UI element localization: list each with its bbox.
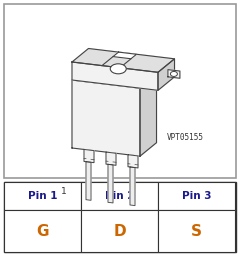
Bar (81, 182, 158, 210)
Text: Pin 2: Pin 2 (105, 191, 134, 201)
Polygon shape (106, 152, 116, 165)
Polygon shape (128, 155, 138, 168)
Bar (4, 182, 236, 252)
Ellipse shape (110, 64, 126, 74)
Text: VPT05155: VPT05155 (167, 133, 204, 143)
Text: 1: 1 (61, 187, 67, 197)
Polygon shape (168, 70, 180, 78)
Polygon shape (158, 59, 174, 90)
Text: D: D (113, 223, 126, 239)
Text: G: G (36, 223, 49, 239)
Polygon shape (140, 75, 156, 156)
Bar (158, 210, 235, 252)
Ellipse shape (170, 71, 177, 77)
Bar (4, 182, 81, 210)
Text: Pin 1: Pin 1 (28, 191, 57, 201)
Polygon shape (72, 62, 158, 90)
Polygon shape (72, 67, 156, 88)
Polygon shape (130, 167, 135, 206)
Polygon shape (113, 52, 137, 59)
Polygon shape (108, 164, 113, 203)
Text: S: S (191, 223, 202, 239)
Bar (4, 4, 236, 178)
Polygon shape (84, 150, 94, 163)
Bar (81, 210, 158, 252)
Polygon shape (86, 162, 91, 200)
Polygon shape (72, 48, 174, 72)
Polygon shape (72, 80, 140, 156)
Bar (4, 210, 81, 252)
Text: Pin 3: Pin 3 (182, 191, 211, 201)
Bar (158, 182, 235, 210)
